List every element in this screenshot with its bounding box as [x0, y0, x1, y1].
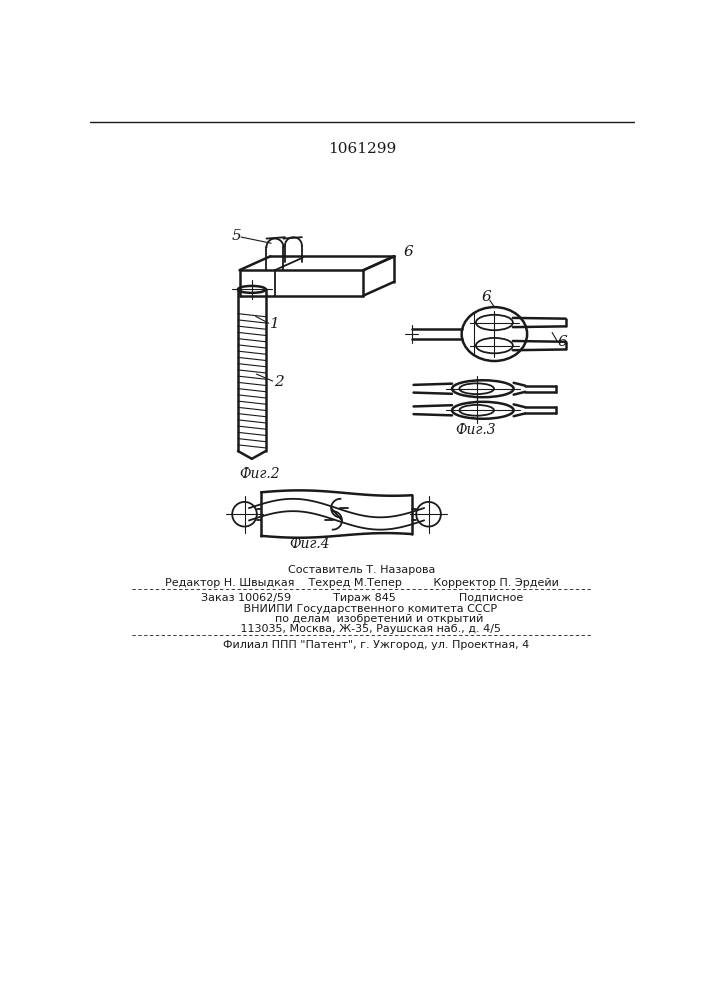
Text: Заказ 10062/59            Тираж 845                  Подписное: Заказ 10062/59 Тираж 845 Подписное — [201, 593, 523, 603]
Text: 1061299: 1061299 — [328, 142, 396, 156]
Text: ВНИИПИ Государственного комитета СССР: ВНИИПИ Государственного комитета СССР — [226, 604, 498, 614]
Text: Фиг.3: Фиг.3 — [455, 423, 496, 437]
Text: 1: 1 — [270, 317, 280, 331]
Text: Фиг.2: Фиг.2 — [239, 467, 280, 481]
Text: 5: 5 — [232, 229, 241, 242]
Text: 6: 6 — [403, 245, 413, 259]
Text: 2: 2 — [274, 375, 284, 389]
Text: Составитель Т. Назарова: Составитель Т. Назарова — [288, 565, 436, 575]
Text: Редактор Н. Швыдкая    Техред М.Тепер         Корректор П. Эрдейи: Редактор Н. Швыдкая Техред М.Тепер Корре… — [165, 578, 559, 588]
Text: 6: 6 — [481, 290, 491, 304]
Text: 6: 6 — [557, 335, 567, 349]
Text: по делам  изобретений и открытий: по делам изобретений и открытий — [240, 614, 484, 624]
Text: Филиал ППП "Патент", г. Ужгород, ул. Проектная, 4: Филиал ППП "Патент", г. Ужгород, ул. Про… — [195, 640, 529, 650]
Text: 113035, Москва, Ж-35, Раушская наб., д. 4/5: 113035, Москва, Ж-35, Раушская наб., д. … — [223, 624, 501, 634]
Text: Фиг.4: Фиг.4 — [289, 536, 330, 550]
